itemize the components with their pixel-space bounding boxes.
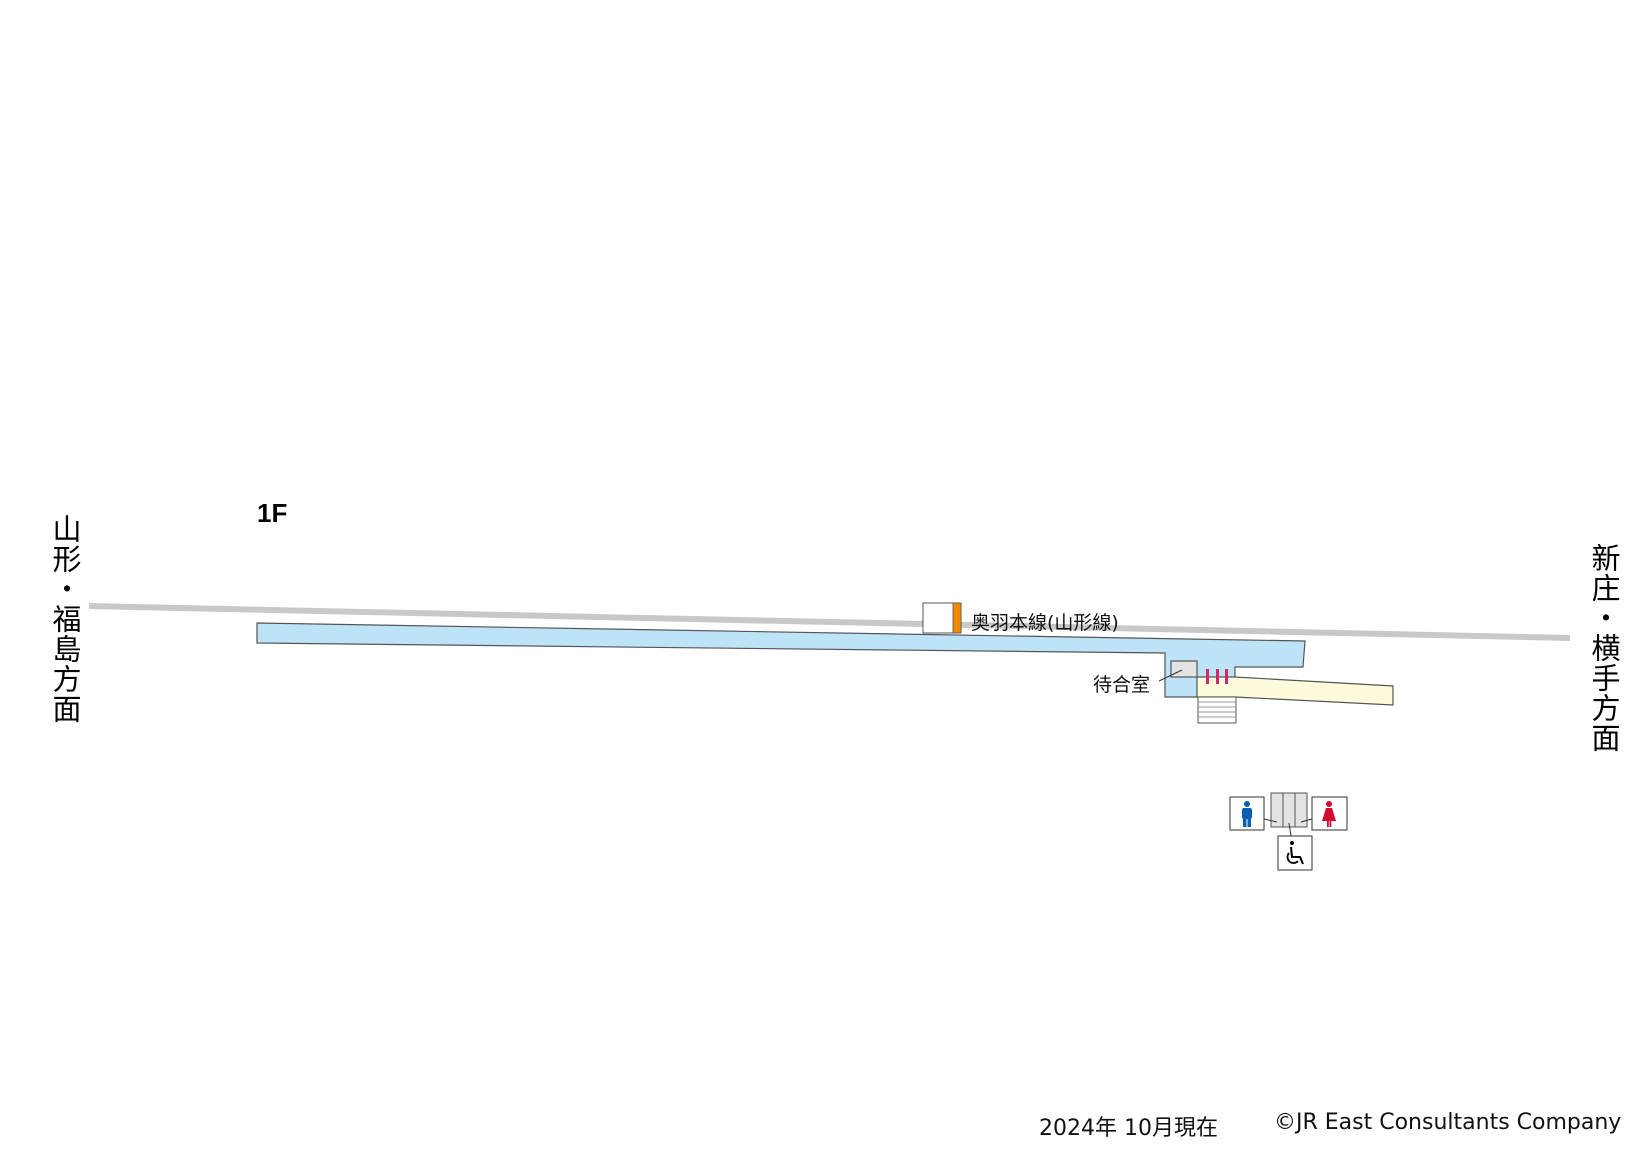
- line-sign: [922, 602, 962, 634]
- women-toilet-icon: [1311, 796, 1348, 831]
- waiting-room-leader: [1158, 669, 1183, 682]
- waiting-room-label: 待合室: [1093, 674, 1151, 696]
- footer-date: 2024年 10月現在: [1039, 1116, 1218, 1141]
- footer-copyright: ©JR East Consultants Company: [1274, 1110, 1622, 1135]
- direction-right: 新庄・横手方面: [1587, 543, 1621, 753]
- floor-label: 1F: [257, 498, 288, 528]
- toilet-block: [1263, 792, 1313, 837]
- accessible-toilet-icon: [1277, 835, 1313, 871]
- line-label: 奥羽本線(山形線): [971, 612, 1119, 634]
- men-toilet-icon: [1229, 796, 1265, 831]
- ticket-gate-icon: [1206, 669, 1228, 684]
- waiting-room: [1170, 660, 1198, 678]
- railway-track: [88, 603, 1571, 641]
- concourse-passage: [1196, 676, 1394, 706]
- stairs-icon: [1197, 696, 1237, 724]
- direction-left: 山形・福島方面: [48, 514, 82, 724]
